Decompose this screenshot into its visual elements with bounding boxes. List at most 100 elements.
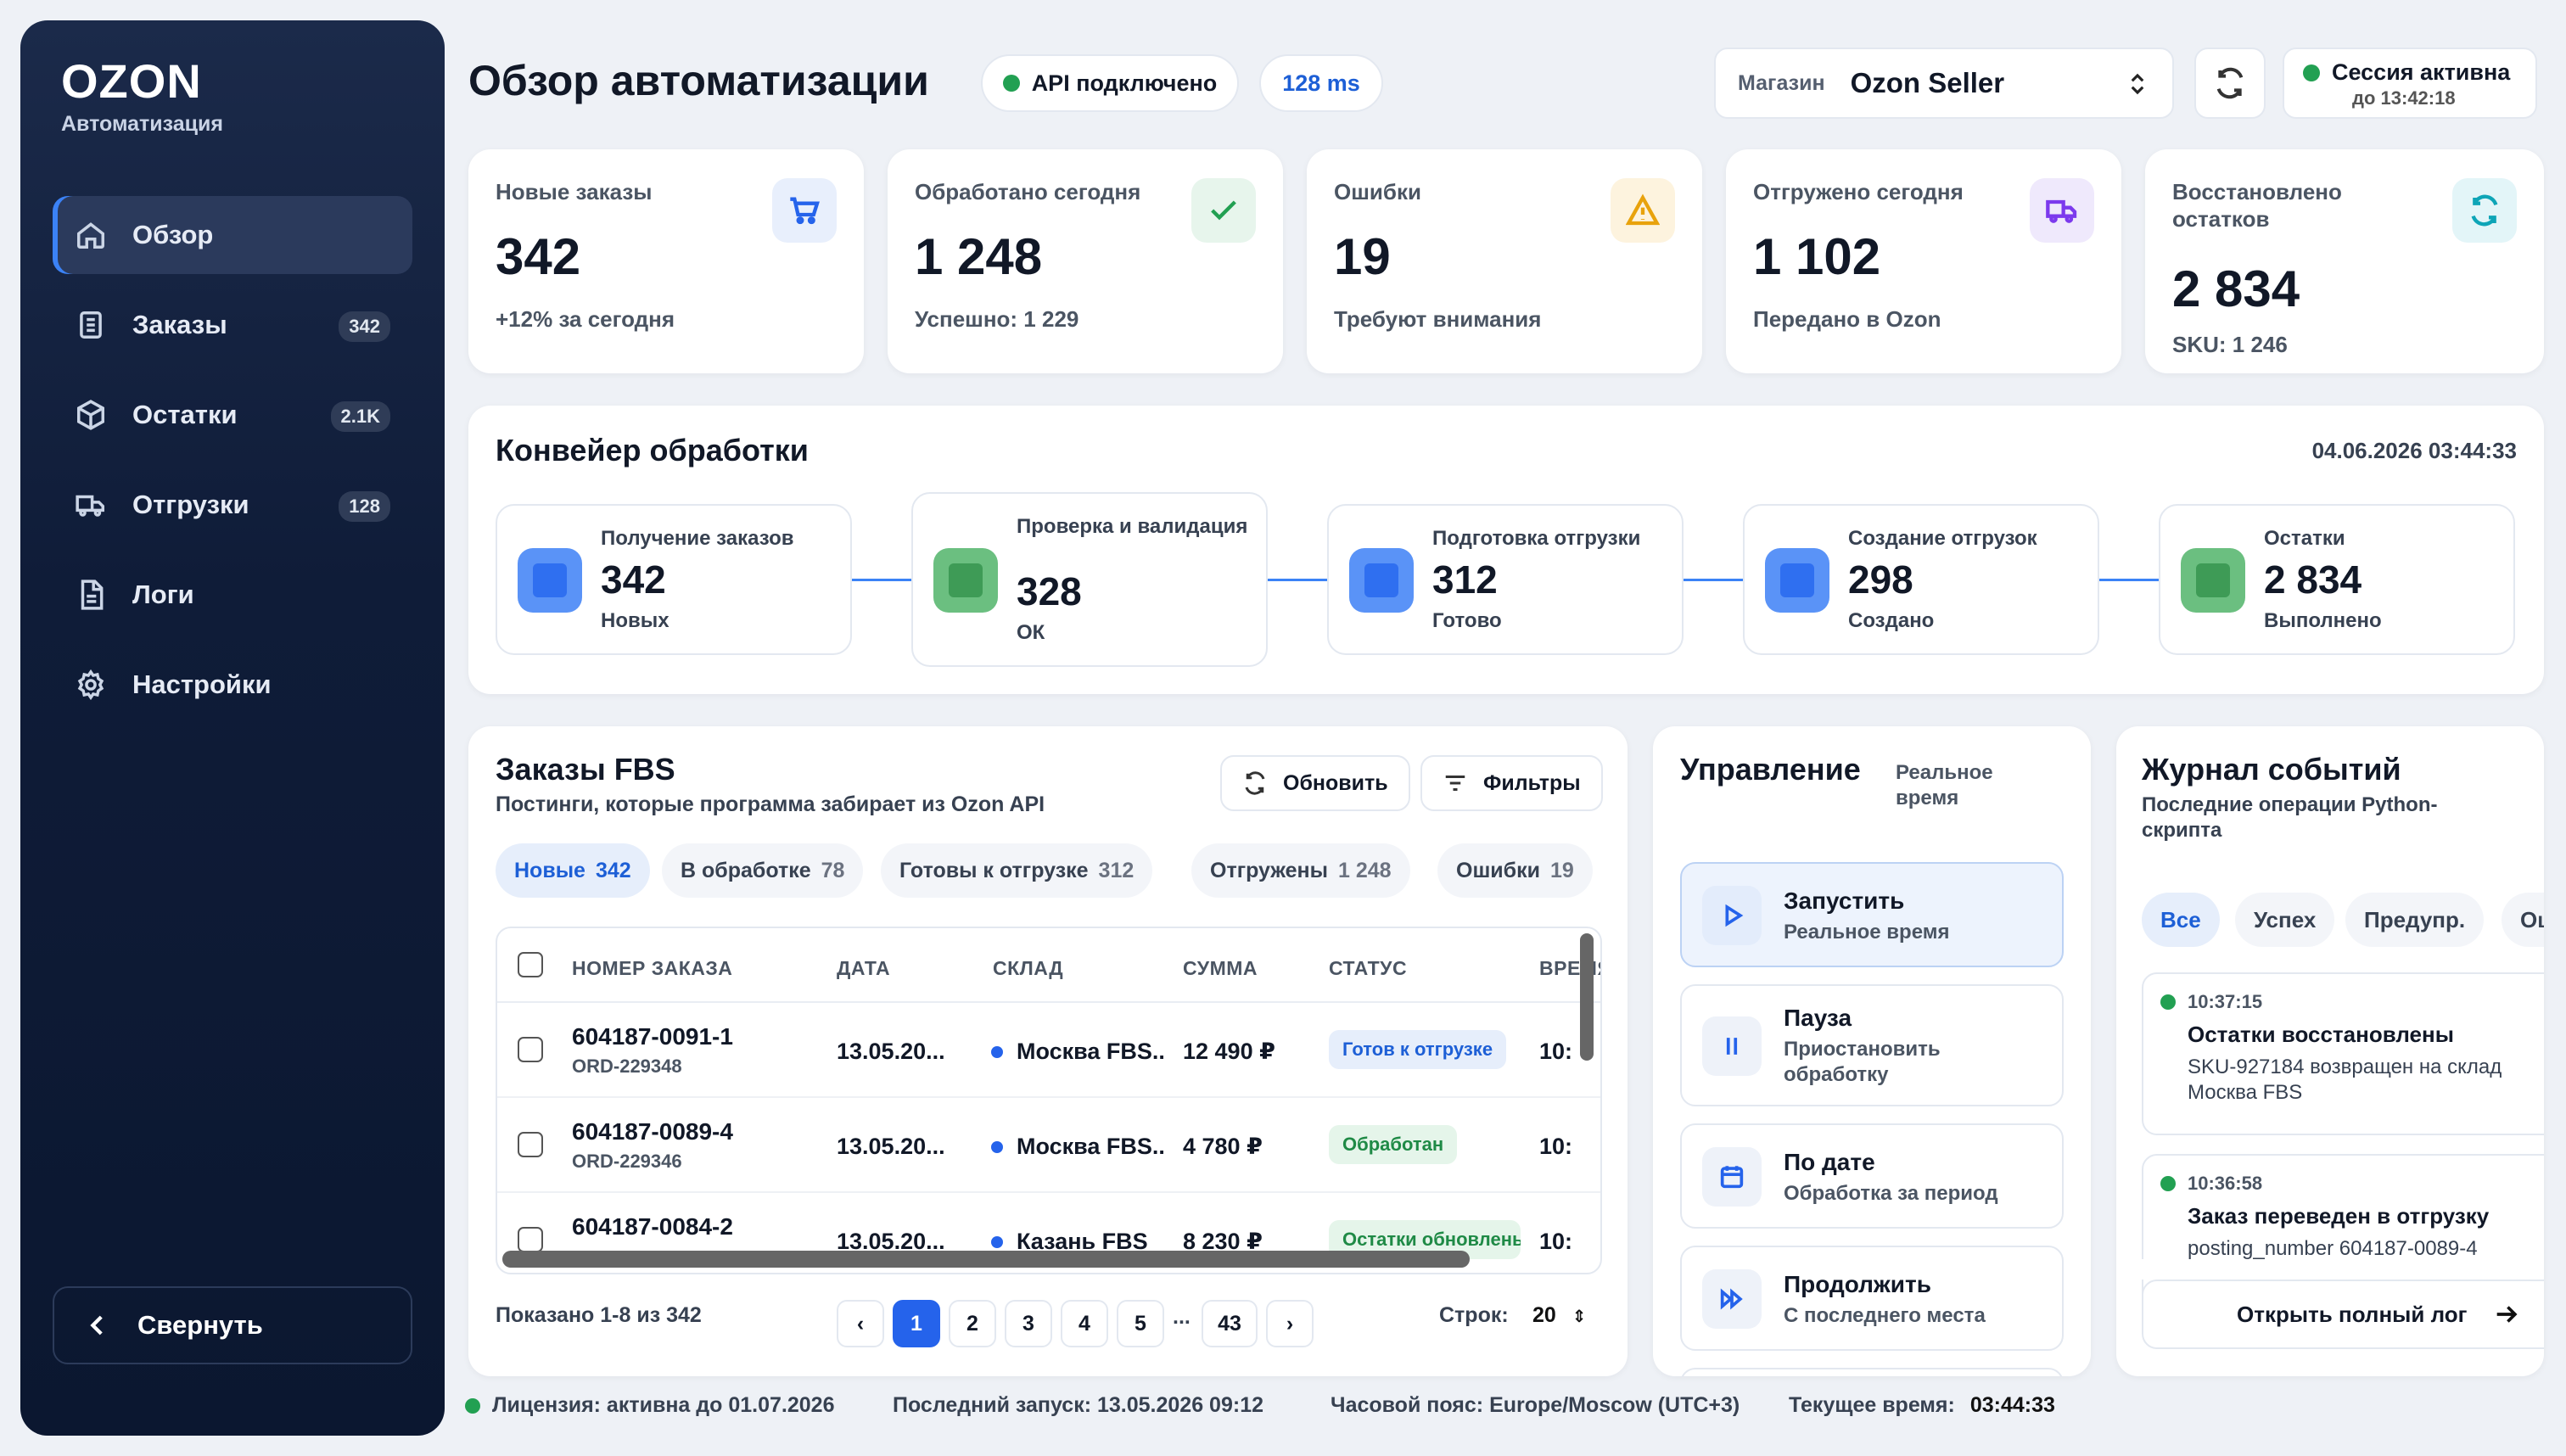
vertical-scrollbar[interactable]	[1580, 933, 1594, 1061]
pipeline-connector	[2099, 579, 2159, 581]
horizontal-scrollbar[interactable]	[502, 1251, 1470, 1268]
cart-icon	[772, 178, 837, 243]
continue-button[interactable]: Продолжить С последнего места	[1680, 1246, 2064, 1351]
stage-label: Проверка и валидация	[1017, 515, 1248, 538]
tab-errors[interactable]: Ошибки 19	[1437, 843, 1593, 898]
table-row[interactable]: 604187-0089-4 ORD-229346 13.05.20... Мос…	[497, 1098, 1600, 1193]
rows-per-page-select[interactable]: 20 ⇕	[1532, 1303, 1587, 1327]
sidebar-item-logs[interactable]: Логи	[53, 556, 412, 634]
sidebar-badge: 128	[339, 491, 390, 522]
sidebar-item-label: Отгрузки	[132, 490, 249, 519]
collapse-button[interactable]: Свернуть	[53, 1286, 412, 1364]
page-button[interactable]: 43	[1202, 1300, 1258, 1347]
stage-value: 342	[601, 557, 666, 602]
session-title: Сессия активна	[2332, 59, 2511, 85]
tab-processing[interactable]: В обработке 78	[662, 843, 864, 898]
stage-sub: Выполнено	[2264, 609, 2382, 632]
stat-sub: Требуют внимания	[1334, 306, 1542, 332]
refresh-icon	[1245, 771, 1265, 795]
sidebar-item-shipments[interactable]: Отгрузки 128	[53, 466, 412, 544]
row-checkbox[interactable]	[518, 1227, 543, 1252]
next-page-button[interactable]: ›	[1266, 1300, 1314, 1347]
order-id: 604187-0091-1	[572, 1023, 733, 1050]
column-header: НОМЕР ЗАКАЗА	[572, 957, 733, 979]
pipeline-connector	[852, 579, 911, 581]
pipeline-panel: Конвейер обработки 04.06.2026 03:44:33 П…	[468, 406, 2544, 694]
page-button[interactable]: 3	[1005, 1300, 1052, 1347]
sidebar-item-stock[interactable]: Остатки 2.1K	[53, 376, 412, 454]
sidebar-item-overview[interactable]: Обзор	[53, 196, 412, 274]
tab-shipped[interactable]: Отгружены 1 248	[1191, 843, 1410, 898]
stat-sub: Передано в Ozon	[1753, 306, 1941, 332]
warehouse-dot-icon	[991, 1045, 1003, 1058]
api-status-text: API подключено	[1031, 70, 1218, 96]
refresh-button[interactable]	[2194, 48, 2266, 119]
log-tab-all[interactable]: Все	[2142, 893, 2220, 947]
sidebar-badge: 342	[339, 311, 390, 342]
tab-new[interactable]: Новые 342	[496, 843, 650, 898]
prev-page-button[interactable]: ‹	[837, 1300, 884, 1347]
log-subtitle: Последние операции Python-скрипта	[2142, 793, 2438, 842]
sidebar-item-orders[interactable]: Заказы 342	[53, 286, 412, 364]
page-button[interactable]: 5	[1117, 1300, 1164, 1347]
start-button[interactable]: Запустить Реальное время	[1680, 862, 2064, 967]
stat-value: 2 834	[2172, 260, 2300, 317]
stat-value: 1 248	[915, 228, 1043, 285]
log-tab-warnings[interactable]: Предупр.	[2345, 893, 2485, 947]
order-time: 10:	[1539, 1134, 1573, 1159]
stage-sub: Готово	[1432, 609, 1502, 632]
orders-refresh-button[interactable]: Обновить	[1220, 755, 1410, 811]
log-tab-success[interactable]: Успех	[2235, 893, 2335, 947]
truck-icon	[2030, 178, 2094, 243]
column-header: СУММА	[1183, 957, 1258, 979]
order-ref: ORD-229348	[572, 1056, 682, 1077]
order-ref: ORD-229346	[572, 1151, 682, 1172]
sidebar-item-label: Настройки	[132, 669, 272, 699]
pipeline-stage-receive: Получение заказов 342 Новых	[496, 504, 852, 655]
status-dot-icon	[2303, 64, 2320, 81]
log-tab-errors[interactable]: Ош	[2502, 893, 2544, 947]
row-checkbox[interactable]	[518, 1132, 543, 1157]
by-date-button[interactable]: По дате Обработка за период	[1680, 1123, 2064, 1229]
store-select[interactable]: Магазин Ozon Seller	[1714, 48, 2174, 119]
page-button[interactable]: 2	[949, 1300, 996, 1347]
table-row[interactable]: 604187-0091-1 ORD-229348 13.05.20... Мос…	[497, 1003, 1600, 1098]
status-badge: Готов к отгрузке	[1329, 1030, 1507, 1069]
page-button[interactable]: 4	[1061, 1300, 1108, 1347]
calendar-icon	[1702, 1147, 1762, 1207]
pause-button[interactable]: Пауза Приостановить обработку	[1680, 984, 2064, 1106]
orders-table: НОМЕР ЗАКАЗА ДАТА СКЛАД СУММА СТАТУС ВРЕ…	[496, 927, 1602, 1274]
check-icon	[1191, 178, 1256, 243]
stage-value: 298	[1848, 557, 1913, 602]
log-entry[interactable]: 10:37:15 Остатки восстановлены SKU-92718…	[2142, 972, 2544, 1135]
store-value: Ozon Seller	[1850, 67, 2005, 98]
sidebar-item-settings[interactable]: Настройки	[53, 646, 412, 724]
filters-label: Фильтры	[1483, 770, 1581, 795]
order-sum: 4 780 ₽	[1183, 1134, 1263, 1159]
stage-square-icon	[518, 548, 582, 613]
table-row[interactable]: 604187-0084-2 13.05.20... Казань FBS 8 2…	[497, 1193, 1600, 1273]
control-extra-button[interactable]	[1680, 1368, 2064, 1376]
latency-badge: 128 ms	[1259, 54, 1383, 112]
page-button[interactable]: 1	[893, 1300, 940, 1347]
logo: OZON	[61, 54, 202, 108]
sidebar-item-label: Остатки	[132, 400, 238, 429]
orders-subtitle: Постинги, которые программа забирает из …	[496, 792, 1045, 816]
order-id: 604187-0084-2	[572, 1213, 733, 1240]
stat-card-processed: Обработано сегодня 1 248 Успешно: 1 229	[888, 149, 1283, 373]
row-checkbox[interactable]	[518, 1037, 543, 1062]
select-all-checkbox[interactable]	[518, 952, 543, 977]
sidebar-badge: 2.1K	[330, 401, 390, 432]
current-time-status: Текущее время: 03:44:33	[1789, 1393, 2055, 1417]
stage-sub: Создано	[1848, 609, 1935, 632]
license-status: Лицензия: активна до 01.07.2026	[465, 1393, 835, 1418]
control-title: Управление	[1680, 752, 1861, 787]
open-full-log-button[interactable]: Открыть полный лог	[2142, 1280, 2544, 1349]
tab-ready[interactable]: Готовы к отгрузке 312	[881, 843, 1153, 898]
orders-panel: Заказы FBS Постинги, которые программа з…	[468, 726, 1628, 1376]
order-warehouse: Москва FBS..	[991, 1134, 1165, 1160]
stat-label: Обработано сегодня	[915, 179, 1141, 204]
event-log-panel: Журнал событий Последние операции Python…	[2116, 726, 2544, 1376]
warning-icon	[1611, 178, 1675, 243]
orders-filters-button[interactable]: Фильтры	[1420, 755, 1603, 811]
